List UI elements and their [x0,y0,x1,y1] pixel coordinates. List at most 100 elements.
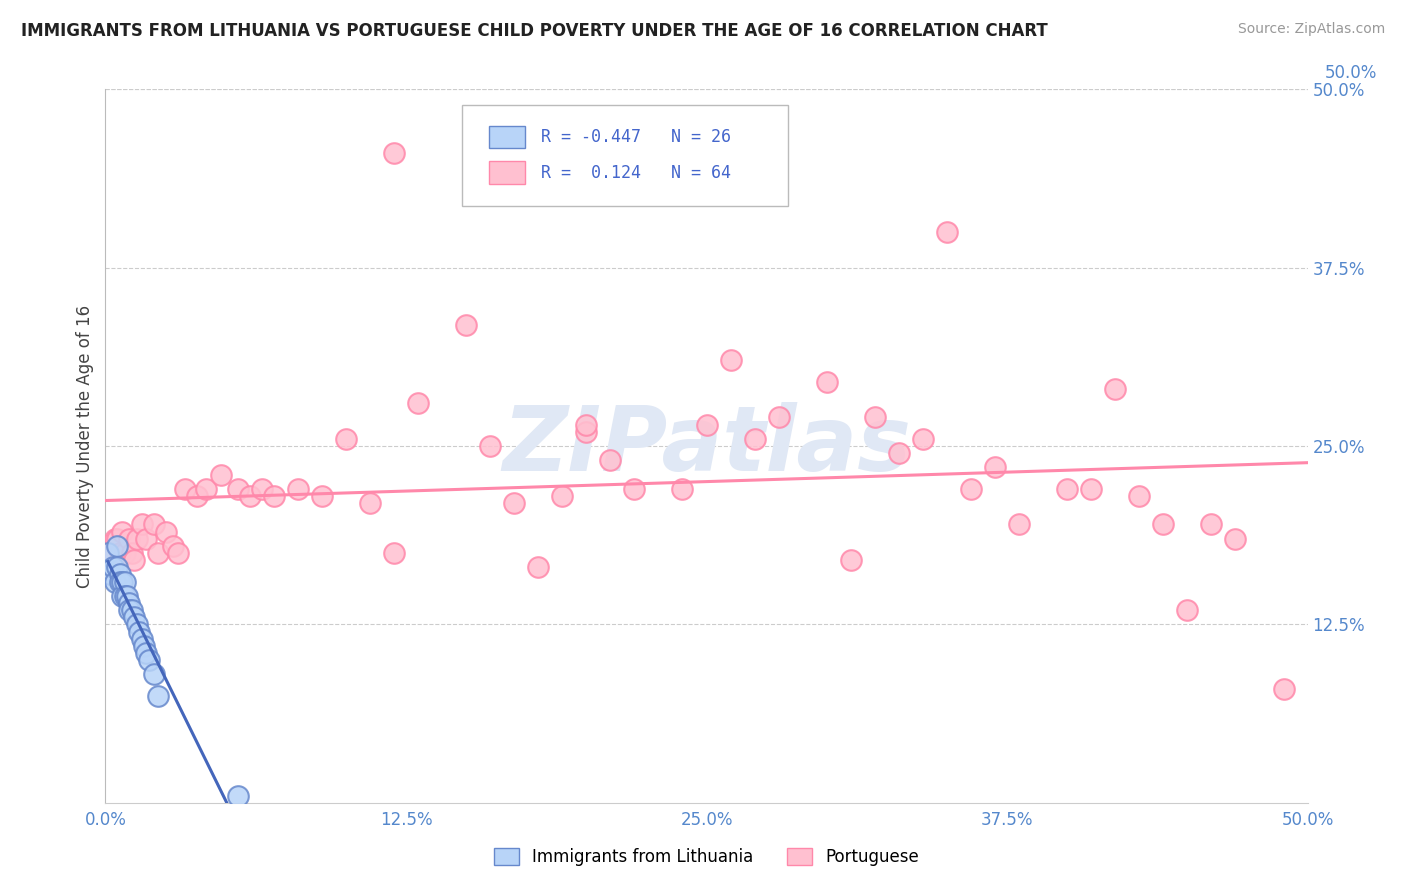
Point [887,446,910,460]
Point [107,539,129,553]
Point [142,667,165,681]
Point [128,624,150,639]
Point [131,632,153,646]
Point [195,482,218,496]
Point [114,589,136,603]
Text: ZIPatlas: ZIPatlas [502,402,911,490]
Point [1272,681,1295,696]
Point [162,539,184,553]
Point [359,496,381,510]
Point [155,524,177,539]
Point [166,546,188,560]
Point [108,567,131,582]
Point [186,489,208,503]
Point [599,453,621,467]
Point [863,410,886,425]
Point [111,589,134,603]
Point [671,482,693,496]
Point [960,482,983,496]
Point [382,146,405,161]
Point [263,489,285,503]
Point [815,375,838,389]
Point [104,532,127,546]
Point [124,553,146,567]
Point [250,482,273,496]
Point [1152,517,1174,532]
Point [115,589,138,603]
Point [406,396,429,410]
Point [101,560,124,574]
Point [97,546,120,560]
Point [984,460,1007,475]
Text: 50.0%: 50.0% [1324,64,1376,82]
Point [121,546,143,560]
Point [148,546,170,560]
Y-axis label: Child Poverty Under the Age of 16: Child Poverty Under the Age of 16 [76,304,94,588]
Point [108,574,131,589]
Point [104,574,127,589]
Point [479,439,502,453]
Text: R = -0.447   N = 26: R = -0.447 N = 26 [541,128,731,146]
Point [1080,482,1102,496]
Point [107,560,129,574]
Point [114,546,136,560]
FancyBboxPatch shape [489,126,524,148]
Point [1225,532,1247,546]
Point [287,482,309,496]
Point [98,546,121,560]
Point [527,560,550,574]
Point [1201,517,1223,532]
Point [135,532,157,546]
Point [1175,603,1198,617]
Point [124,610,146,624]
Point [125,532,148,546]
Point [173,482,195,496]
Point [1056,482,1078,496]
Text: Source: ZipAtlas.com: Source: ZipAtlas.com [1237,22,1385,37]
Point [132,639,155,653]
Point [114,574,136,589]
Point [118,596,141,610]
Text: IMMIGRANTS FROM LITHUANIA VS PORTUGUESE CHILD POVERTY UNDER THE AGE OF 16 CORREL: IMMIGRANTS FROM LITHUANIA VS PORTUGUESE … [21,22,1047,40]
Point [1128,489,1150,503]
Point [111,524,134,539]
Point [936,225,959,239]
Point [1104,382,1126,396]
Point [575,417,598,432]
Point [125,617,148,632]
Point [121,603,143,617]
Point [911,432,934,446]
FancyBboxPatch shape [463,105,789,205]
Point [226,482,249,496]
Point [142,517,165,532]
Point [503,496,526,510]
Point [108,546,131,560]
Point [382,546,405,560]
Point [131,517,153,532]
Point [135,646,157,660]
Point [98,567,121,582]
Legend: Immigrants from Lithuania, Portuguese: Immigrants from Lithuania, Portuguese [488,841,925,873]
Point [768,410,790,425]
Point [623,482,645,496]
FancyBboxPatch shape [489,161,524,184]
Point [107,532,129,546]
Point [839,553,862,567]
Text: R =  0.124   N = 64: R = 0.124 N = 64 [541,164,731,182]
Point [148,689,170,703]
Point [696,417,718,432]
Point [720,353,742,368]
Point [138,653,160,667]
Point [551,489,574,503]
Point [744,432,766,446]
Point [311,489,333,503]
Point [226,789,249,803]
Point [118,532,141,546]
Point [335,432,357,446]
Point [1008,517,1031,532]
Point [118,603,141,617]
Point [575,425,598,439]
Point [454,318,477,332]
Point [111,574,134,589]
Point [209,467,232,482]
